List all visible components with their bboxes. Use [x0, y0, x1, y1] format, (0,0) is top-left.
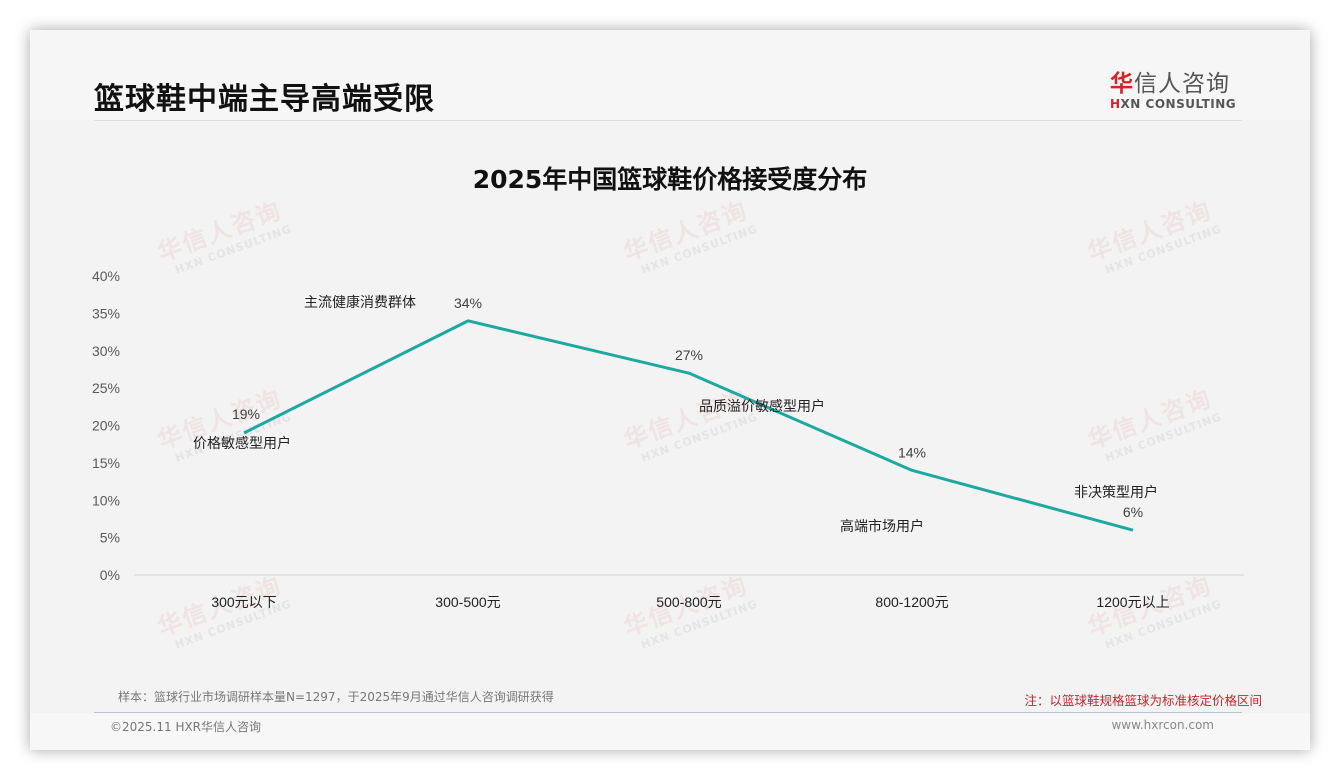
logo-cn: 华信人咨询: [1110, 71, 1230, 97]
segment-annotation: 主流健康消费群体: [304, 294, 416, 311]
segment-annotation: 品质溢价敏感型用户: [699, 398, 825, 415]
segment-annotation: 价格敏感型用户: [193, 435, 291, 452]
y-tick-label: 40%: [92, 268, 120, 284]
sample-note: 样本：篮球行业市场调研样本量N=1297，于2025年9月通过华信人咨询调研获得: [118, 690, 554, 704]
data-label: 19%: [232, 406, 260, 422]
y-tick-label: 35%: [92, 305, 120, 321]
title-divider: [94, 120, 1242, 121]
y-tick-label: 25%: [92, 380, 120, 396]
y-tick-label: 30%: [92, 343, 120, 359]
header-band: [30, 30, 1310, 120]
y-tick-label: 15%: [92, 455, 120, 471]
website-url: www.hxrcon.com: [1111, 718, 1214, 732]
segment-annotation: 高端市场用户: [840, 518, 924, 535]
price-note: 注：以篮球鞋规格篮球为标准核定价格区间: [1024, 693, 1262, 708]
x-tick-label: 300-500元: [435, 594, 500, 610]
chart-title: 2025年中国篮球鞋价格接受度分布: [472, 165, 868, 194]
page-title: 篮球鞋中端主导高端受限: [94, 82, 435, 117]
series-line: [243, 319, 1134, 532]
y-tick-label: 10%: [92, 492, 120, 508]
x-tick-label: 800-1200元: [875, 594, 948, 610]
slide: 篮球鞋中端主导高端受限 华信人咨询 HXN CONSULTING 华信人咨询 HX…: [30, 30, 1310, 750]
y-tick-label: 5%: [100, 530, 120, 546]
data-label: 14%: [898, 444, 926, 460]
x-tick-label: 1200元以上: [1096, 594, 1169, 610]
footer-band: [30, 713, 1310, 750]
x-tick-label: 500-800元: [656, 594, 721, 610]
y-tick-label: 20%: [92, 418, 120, 434]
data-label: 27%: [675, 347, 703, 363]
segment-annotation: 非决策型用户: [1074, 484, 1158, 501]
company-logo: 华信人咨询 HXN CONSULTING: [1110, 64, 1240, 114]
y-tick-label: 0%: [100, 567, 120, 583]
data-label: 6%: [1123, 504, 1143, 520]
line-chart: 0% 5% 10% 15% 20% 25% 30% 35% 40% 300元以下 300-500元 5…: [92, 268, 1244, 610]
data-label: 34%: [454, 295, 482, 311]
logo-en: HXN CONSULTING: [1110, 97, 1237, 111]
copyright: ©2025.11 HXR华信人咨询: [110, 720, 262, 734]
x-tick-label: 300元以下: [211, 594, 276, 610]
footer-divider: [94, 712, 1242, 713]
